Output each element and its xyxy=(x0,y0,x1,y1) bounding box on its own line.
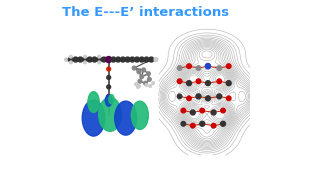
Circle shape xyxy=(221,121,225,126)
Circle shape xyxy=(73,57,78,62)
Circle shape xyxy=(177,66,182,70)
Circle shape xyxy=(97,57,102,62)
Circle shape xyxy=(211,110,216,115)
Circle shape xyxy=(217,79,222,84)
Circle shape xyxy=(144,81,148,85)
Circle shape xyxy=(69,61,72,64)
Circle shape xyxy=(107,76,111,79)
Circle shape xyxy=(191,123,195,128)
Circle shape xyxy=(205,64,210,69)
Circle shape xyxy=(217,94,222,99)
Circle shape xyxy=(138,79,142,83)
Circle shape xyxy=(149,57,154,62)
Circle shape xyxy=(196,79,201,84)
Circle shape xyxy=(101,57,106,62)
Circle shape xyxy=(200,121,205,126)
Circle shape xyxy=(84,55,86,58)
Circle shape xyxy=(78,57,83,62)
Circle shape xyxy=(177,94,182,99)
Circle shape xyxy=(135,57,140,62)
Ellipse shape xyxy=(105,95,112,106)
Ellipse shape xyxy=(131,101,148,129)
Circle shape xyxy=(107,94,111,98)
Circle shape xyxy=(217,66,222,70)
Circle shape xyxy=(226,64,231,68)
Circle shape xyxy=(82,57,87,62)
Circle shape xyxy=(196,94,201,99)
Circle shape xyxy=(107,113,110,116)
Circle shape xyxy=(65,58,68,61)
Circle shape xyxy=(84,61,86,64)
Circle shape xyxy=(187,96,191,101)
Circle shape xyxy=(107,67,111,71)
Circle shape xyxy=(137,70,141,74)
Circle shape xyxy=(149,85,152,87)
Ellipse shape xyxy=(109,94,114,104)
Circle shape xyxy=(154,58,158,61)
Circle shape xyxy=(221,108,225,113)
Circle shape xyxy=(135,83,137,85)
Circle shape xyxy=(187,64,191,68)
Circle shape xyxy=(196,66,201,70)
Circle shape xyxy=(111,57,116,62)
Circle shape xyxy=(206,96,210,101)
Text: The E---E’ interactions: The E---E’ interactions xyxy=(62,6,229,19)
Circle shape xyxy=(107,104,110,107)
Circle shape xyxy=(148,77,151,81)
Circle shape xyxy=(181,122,186,126)
Circle shape xyxy=(206,81,210,86)
Circle shape xyxy=(147,72,150,76)
Circle shape xyxy=(211,123,216,128)
Circle shape xyxy=(132,66,136,70)
Circle shape xyxy=(107,85,111,89)
Circle shape xyxy=(144,57,149,62)
Circle shape xyxy=(145,84,148,86)
Circle shape xyxy=(137,86,139,88)
Circle shape xyxy=(69,55,72,58)
Ellipse shape xyxy=(82,100,105,136)
Circle shape xyxy=(92,57,97,62)
Circle shape xyxy=(116,57,121,62)
Circle shape xyxy=(140,75,144,78)
Circle shape xyxy=(98,55,100,58)
Circle shape xyxy=(120,57,125,62)
Circle shape xyxy=(152,82,154,84)
Circle shape xyxy=(130,57,135,62)
Circle shape xyxy=(187,81,192,86)
Ellipse shape xyxy=(115,101,137,135)
Circle shape xyxy=(125,57,130,62)
Circle shape xyxy=(142,68,146,72)
Circle shape xyxy=(200,108,205,113)
Circle shape xyxy=(87,57,92,62)
Circle shape xyxy=(181,108,186,113)
Circle shape xyxy=(69,57,73,62)
Circle shape xyxy=(226,81,231,86)
Ellipse shape xyxy=(99,97,121,131)
Circle shape xyxy=(226,96,231,101)
Circle shape xyxy=(106,57,112,63)
Circle shape xyxy=(138,85,140,87)
Circle shape xyxy=(177,79,182,84)
Circle shape xyxy=(190,110,195,115)
Circle shape xyxy=(139,57,144,62)
Circle shape xyxy=(98,61,100,64)
Ellipse shape xyxy=(88,92,99,112)
